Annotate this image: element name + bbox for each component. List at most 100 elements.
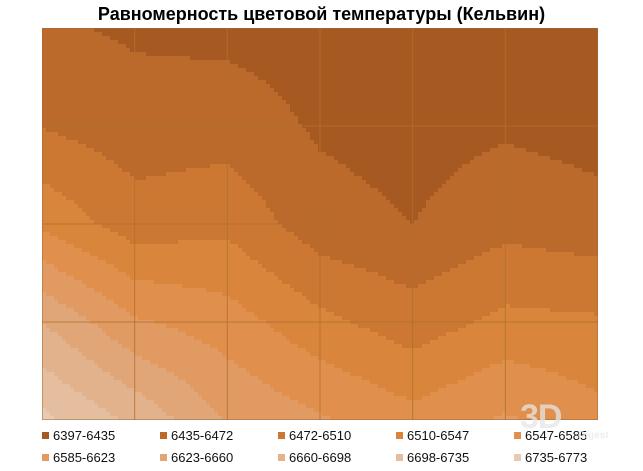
- contour-cell: [370, 120, 375, 125]
- contour-cell: [558, 120, 563, 125]
- contour-cell: [446, 68, 451, 73]
- contour-cell: [266, 156, 271, 161]
- contour-cell: [378, 76, 383, 81]
- contour-cell: [538, 168, 543, 173]
- contour-cell: [566, 68, 571, 73]
- contour-cell: [306, 104, 311, 109]
- contour-cell: [358, 92, 363, 97]
- contour-cell: [50, 36, 55, 41]
- contour-cell: [130, 88, 135, 93]
- contour-cell: [518, 164, 523, 169]
- contour-cell: [462, 56, 467, 61]
- contour-cell: [506, 120, 511, 125]
- contour-cell: [238, 96, 243, 101]
- contour-cell: [310, 84, 315, 89]
- contour-cell: [158, 168, 163, 173]
- contour-cell: [538, 144, 543, 149]
- contour-cell: [470, 72, 475, 77]
- contour-cell: [562, 84, 567, 89]
- contour-cell: [514, 132, 519, 137]
- contour-cell: [474, 104, 479, 109]
- contour-cell: [534, 40, 539, 45]
- contour-cell: [590, 132, 595, 137]
- contour-cell: [546, 156, 551, 161]
- contour-cell: [422, 72, 427, 77]
- contour-cell: [350, 92, 355, 97]
- contour-cell: [354, 96, 359, 101]
- contour-cell: [258, 68, 263, 73]
- contour-cell: [338, 92, 343, 97]
- contour-cell: [86, 148, 91, 153]
- contour-cell: [430, 56, 435, 61]
- contour-cell: [282, 144, 287, 149]
- contour-cell: [350, 148, 355, 153]
- contour-cell: [254, 100, 259, 105]
- contour-cell: [246, 48, 251, 53]
- contour-cell: [550, 156, 555, 161]
- contour-cell: [78, 32, 83, 37]
- contour-cell: [542, 88, 547, 93]
- contour-cell: [458, 92, 463, 97]
- contour-cell: [206, 100, 211, 105]
- contour-cell: [166, 100, 171, 105]
- contour-cell: [210, 164, 215, 169]
- contour-cell: [282, 136, 287, 141]
- contour-cell: [290, 28, 295, 33]
- contour-cell: [382, 52, 387, 57]
- contour-cell: [250, 100, 255, 105]
- contour-cell: [222, 96, 227, 101]
- contour-cell: [262, 128, 267, 133]
- contour-cell: [498, 148, 503, 153]
- contour-cell: [174, 152, 179, 157]
- contour-cell: [286, 68, 291, 73]
- contour-cell: [198, 88, 203, 93]
- contour-cell: [430, 148, 435, 153]
- contour-cell: [166, 92, 171, 97]
- contour-cell: [206, 104, 211, 109]
- contour-cell: [506, 32, 511, 37]
- contour-cell: [534, 96, 539, 101]
- contour-cell: [530, 96, 535, 101]
- contour-cell: [118, 100, 123, 105]
- contour-cell: [238, 36, 243, 41]
- contour-cell: [454, 44, 459, 49]
- contour-cell: [558, 32, 563, 37]
- contour-cell: [166, 60, 171, 65]
- contour-cell: [478, 156, 483, 161]
- contour-cell: [310, 96, 315, 101]
- contour-cell: [218, 48, 223, 53]
- contour-cell: [94, 104, 99, 109]
- contour-cell: [366, 152, 371, 157]
- contour-cell: [458, 164, 463, 169]
- contour-cell: [486, 68, 491, 73]
- contour-cell: [166, 112, 171, 117]
- contour-cell: [446, 28, 451, 33]
- contour-cell: [82, 84, 87, 89]
- contour-cell: [422, 160, 427, 165]
- contour-cell: [178, 168, 183, 173]
- contour-cell: [502, 56, 507, 61]
- contour-cell: [442, 132, 447, 137]
- contour-cell: [170, 104, 175, 109]
- contour-cell: [370, 144, 375, 149]
- contour-cell: [262, 92, 267, 97]
- contour-cell: [158, 136, 163, 141]
- contour-cell: [194, 96, 199, 101]
- contour-cell: [338, 160, 343, 165]
- contour-cell: [50, 68, 55, 73]
- contour-cell: [414, 64, 419, 69]
- contour-cell: [278, 96, 283, 101]
- contour-cell: [270, 96, 275, 101]
- contour-cell: [154, 120, 159, 125]
- contour-cell: [562, 92, 567, 97]
- contour-cell: [182, 36, 187, 41]
- contour-cell: [250, 96, 255, 101]
- contour-cell: [442, 136, 447, 141]
- contour-cell: [258, 60, 263, 65]
- contour-cell: [390, 72, 395, 77]
- contour-cell: [162, 144, 167, 149]
- contour-cell: [418, 108, 423, 113]
- contour-cell: [122, 64, 127, 69]
- contour-cell: [486, 40, 491, 45]
- contour-cell: [386, 100, 391, 105]
